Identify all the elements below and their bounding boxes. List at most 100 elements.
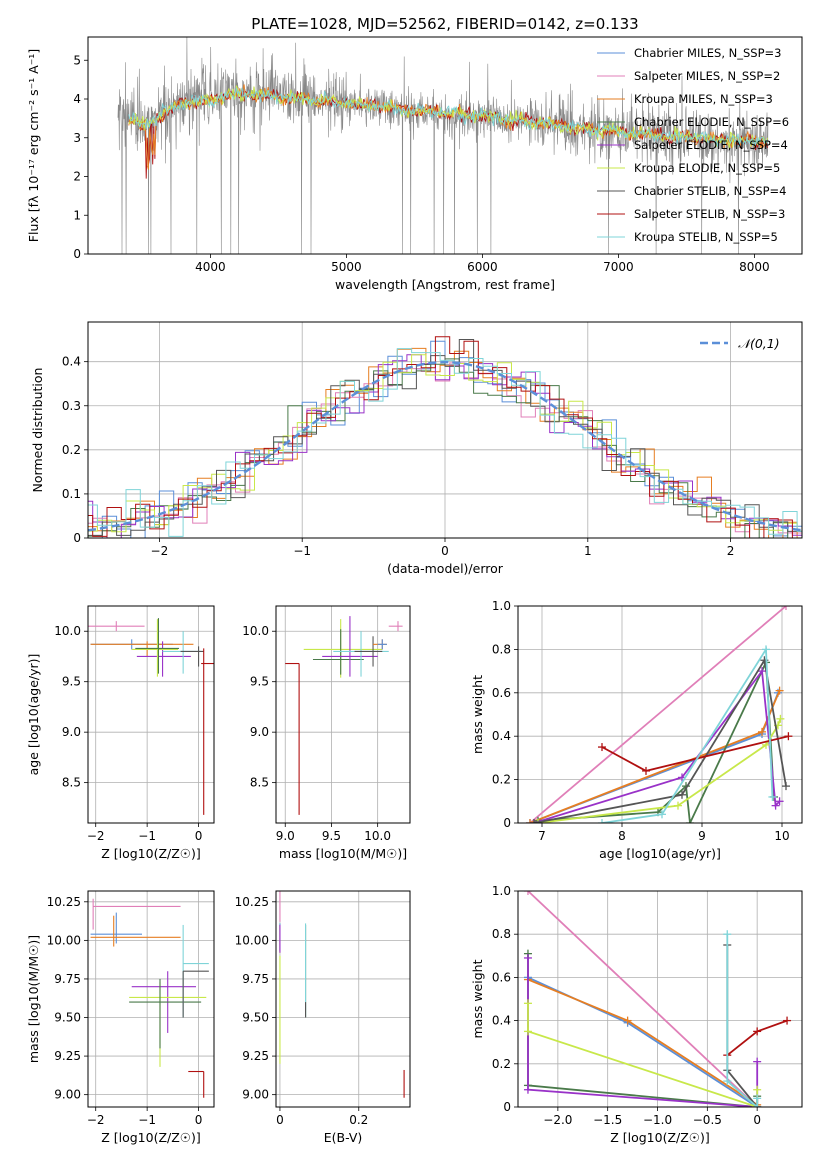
y-tick-label: 0.2	[62, 443, 81, 457]
x-tick-label: −2	[87, 1113, 105, 1127]
legend-label: Kroupa MILES, N_SSP=3	[634, 92, 773, 106]
residual-histogram-series	[88, 336, 802, 538]
error-bar-point	[322, 616, 378, 677]
x-tick-label: −1.5	[593, 1113, 622, 1127]
error-bar-point	[188, 1070, 205, 1098]
error-bar-point	[201, 648, 214, 815]
x-tick-label: 0	[195, 829, 203, 843]
weight-marker	[768, 792, 777, 801]
y-tick-label: 1.0	[492, 599, 511, 613]
y-tick-label: 10.00	[47, 933, 81, 947]
x-tick-label: −0.5	[693, 1113, 722, 1127]
y-tick-label: 0.8	[492, 927, 511, 941]
y-tick-label: 0.8	[492, 642, 511, 656]
y-tick-label: 0.6	[492, 686, 511, 700]
residual-histogram-series	[88, 348, 802, 537]
weight-marker	[642, 766, 650, 775]
weight-marker	[723, 1077, 732, 1086]
legend-label: Salpeter ELODIE, N_SSP=4	[634, 138, 788, 152]
y-tick-label: 10.0	[54, 624, 81, 638]
axes-frame	[275, 890, 411, 1108]
y-tick-label: 0.4	[492, 1014, 511, 1028]
mass-vs-extinction-plot: 0 0.2 9.00 9.25 9.50 9.75 10.00 10.25 E(B-V)	[235, 890, 411, 1145]
x-tick-label: −1	[138, 829, 156, 843]
legend-label: Kroupa STELIB, N_SSP=5	[634, 230, 778, 244]
legend-label: Salpeter MILES, N_SSP=2	[634, 69, 780, 83]
weight-marker	[758, 727, 766, 736]
normal-distribution-curve	[88, 360, 802, 532]
y-tick-label: 1.0	[492, 884, 511, 898]
weight-series	[723, 930, 762, 1107]
error-bar-point	[136, 641, 191, 677]
y-axis-label: age [log10(age/yr)]	[26, 654, 41, 776]
y-tick-label: 10.25	[47, 895, 81, 909]
weight-marker	[523, 999, 532, 1008]
y-tick-label: 9.5	[250, 675, 269, 689]
y-tick-label: 2	[73, 170, 81, 184]
axes-frame	[87, 36, 803, 255]
y-tick-label: 8.5	[62, 776, 81, 790]
observed-spectrum	[117, 37, 769, 254]
y-tick-label: 9.75	[54, 972, 81, 986]
y-tick-label: 0.2	[492, 1057, 511, 1071]
weight-marker	[776, 714, 785, 723]
x-tick-label: −2	[87, 829, 105, 843]
legend-label: Chabrier ELODIE, N_SSP=6	[634, 115, 789, 129]
weight-marker	[523, 953, 532, 962]
error-bar-point	[135, 618, 180, 674]
plot-area	[117, 37, 769, 254]
error-bar-point	[129, 978, 202, 1049]
x-tick-label: 8	[618, 829, 626, 843]
error-bar-point	[354, 636, 383, 667]
weight-line	[533, 657, 787, 823]
x-tick-label: −1.0	[643, 1113, 672, 1127]
weight-marker	[523, 1027, 532, 1036]
x-tick-label: 2	[727, 544, 735, 558]
weight-marker	[674, 801, 682, 810]
y-tick-label: 10.00	[235, 933, 269, 947]
y-tick-label: 10.0	[242, 624, 269, 638]
weight-marker	[775, 686, 784, 695]
y-axis-label: Flux [fλ 10⁻¹⁷ erg cm⁻² s⁻¹ A⁻¹]	[26, 49, 41, 242]
x-tick-label: 7	[538, 829, 546, 843]
y-tick-label: 1	[73, 208, 81, 222]
weight-series	[526, 606, 790, 823]
plot-area	[285, 616, 403, 815]
x-tick-label: 0	[195, 1113, 203, 1127]
x-axis-label: mass [log10(M/M☉)]	[279, 846, 407, 861]
residual-histogram-series	[88, 354, 802, 533]
x-tick-label: 9.5	[322, 829, 341, 843]
error-bar-point	[180, 646, 204, 667]
residual-histogram-series	[88, 354, 802, 538]
weight-marker	[753, 1057, 762, 1066]
weight-marker	[762, 645, 770, 654]
weight-vs-age-plot: 7 8 9 10 0 0.2 0.4 0.6 0.8 1.0 age [log10(age/yr)]…	[470, 599, 803, 861]
weight-series	[598, 645, 777, 823]
weight-marker	[678, 790, 686, 799]
legend-label: Kroupa ELODIE, N_SSP=5	[634, 161, 780, 175]
x-tick-label: −1	[293, 544, 311, 558]
x-tick-label: 6000	[467, 260, 498, 274]
weight-marker	[598, 743, 606, 752]
x-tick-label: 5000	[331, 260, 362, 274]
error-bar-point	[285, 662, 300, 815]
y-tick-label: 9.50	[242, 1011, 269, 1025]
axes-frame	[87, 321, 803, 539]
x-tick-label: −2	[151, 544, 169, 558]
x-axis-label: Z [log10(Z/Z☉)]	[101, 1130, 201, 1145]
legend-label: Chabrier MILES, N_SSP=3	[634, 46, 781, 60]
x-axis-label: Z [log10(Z/Z☉)]	[101, 846, 201, 861]
weight-marker	[783, 1016, 792, 1025]
weight-line	[726, 934, 759, 1107]
axes-frame	[275, 605, 411, 824]
weight-series	[526, 686, 784, 823]
y-tick-label: 10.25	[235, 895, 269, 909]
weight-marker	[523, 891, 532, 895]
y-tick-label: 9.25	[242, 1049, 269, 1063]
error-bar-point	[92, 898, 181, 930]
weight-marker	[723, 930, 732, 939]
y-tick-label: 9.5	[62, 675, 81, 689]
error-bar-point	[303, 619, 383, 678]
weight-marker	[753, 1027, 762, 1036]
